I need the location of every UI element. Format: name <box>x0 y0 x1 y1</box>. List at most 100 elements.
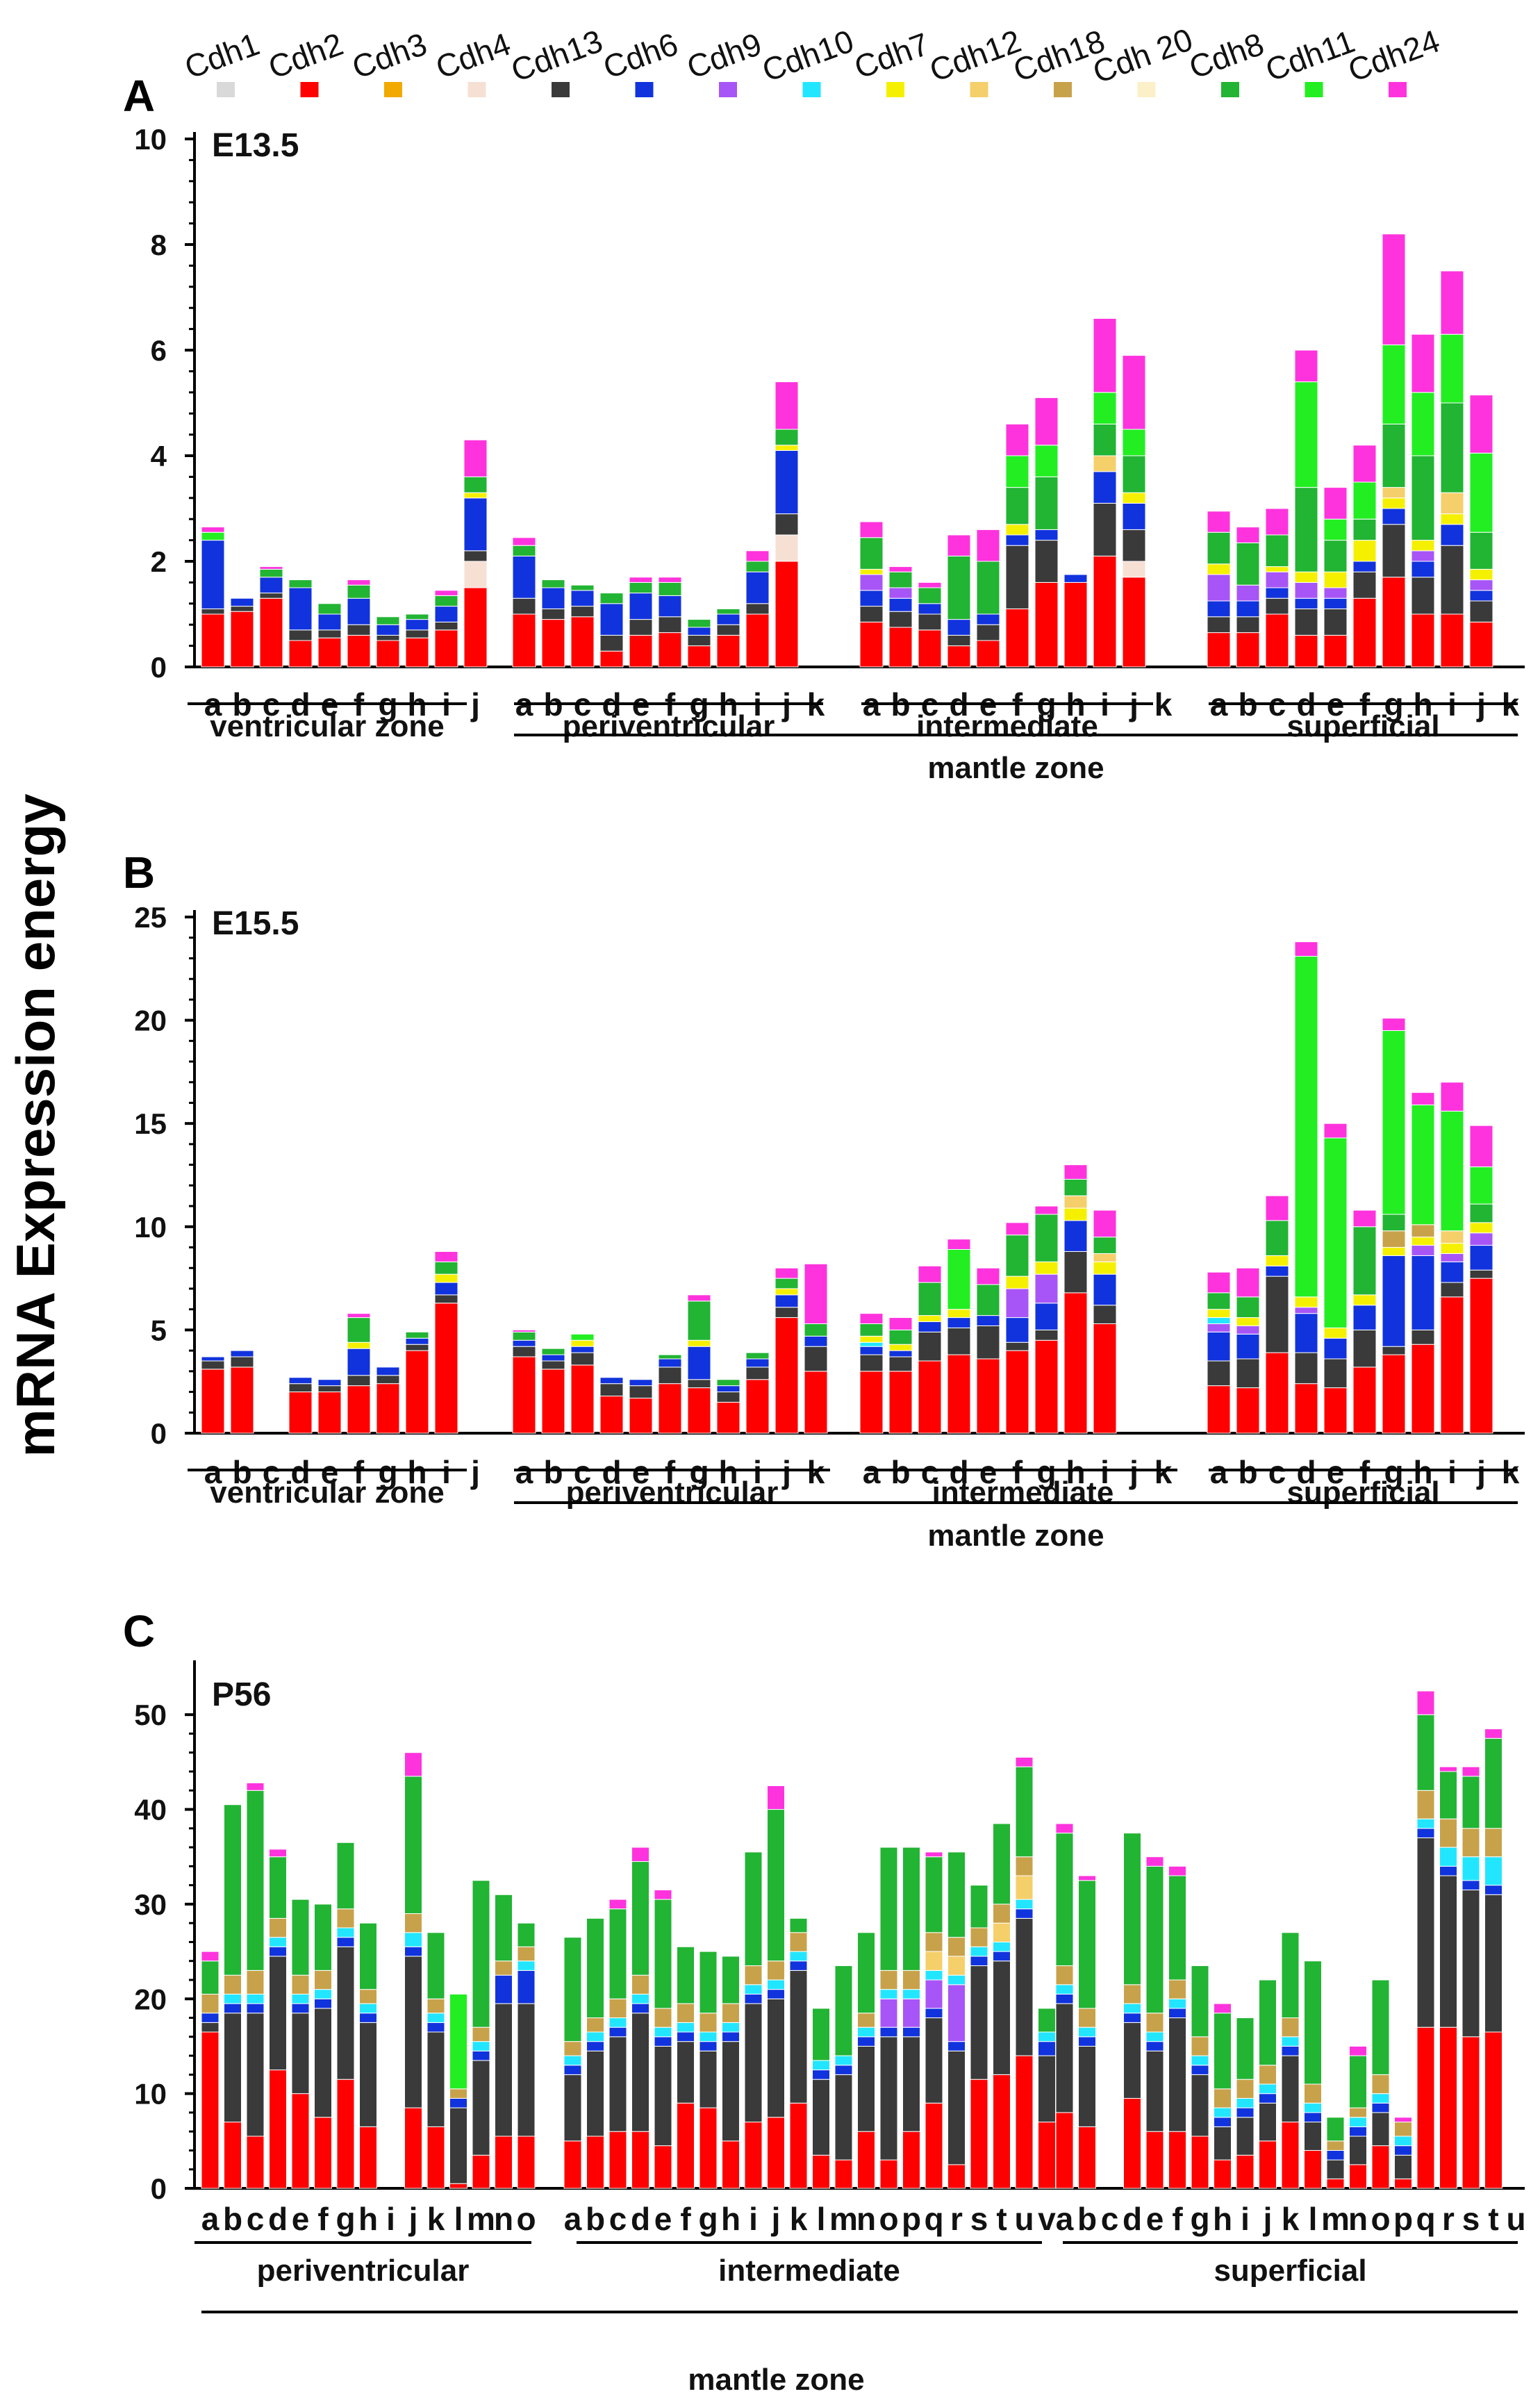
y-axis-label: mRNA Expression energy <box>5 793 66 1457</box>
bar-segment-cdh8 <box>512 1331 536 1341</box>
zone-label: periventricular <box>257 2254 470 2288</box>
bar-segment-cdh13 <box>1214 2126 1232 2161</box>
bar-segment-cdh10 <box>699 2031 718 2042</box>
legend-swatch <box>970 82 988 97</box>
bar-segment-cdh2 <box>317 1392 342 1434</box>
bar-segment-cdh8 <box>1207 531 1231 565</box>
bar-segment-cdh9 <box>1207 1323 1231 1332</box>
bar-segment-cdh2 <box>1265 1352 1289 1434</box>
bar-segment-cdh24 <box>1323 1123 1348 1139</box>
bar-segment-cdh18 <box>1236 2079 1255 2099</box>
bar-segment-cdh2 <box>902 2131 920 2189</box>
bar-segment-cdh13 <box>918 1331 942 1362</box>
bar-segment-cdh8 <box>563 1937 582 2042</box>
bar-segment-cdh8 <box>993 1823 1011 1905</box>
bar-segment-cdh6 <box>288 587 313 631</box>
bar-segment-cdh2 <box>599 650 624 668</box>
bar-segment-cdh6 <box>902 2026 920 2038</box>
bar-segment-cdh2 <box>658 1383 682 1434</box>
bar-segment-cdh11 <box>1411 1104 1435 1225</box>
category-label: a <box>204 1454 222 1490</box>
bar-segment-cdh2 <box>1411 613 1435 668</box>
bar-segment-cdh13 <box>888 611 913 628</box>
category-label: l <box>817 2201 826 2237</box>
bar-segment-cdh8 <box>472 1880 490 2028</box>
bar-segment-cdh8 <box>269 1856 287 1919</box>
bar-segment-cdh9 <box>859 574 884 591</box>
category-label: a <box>564 2201 582 2237</box>
bar-segment-cdh6 <box>1005 1317 1029 1343</box>
bar-segment-cdh8 <box>859 1323 884 1337</box>
category-label: a <box>1056 2201 1074 2237</box>
bar-segment-cdh24 <box>512 537 536 546</box>
bar-segment-cdh6 <box>1440 1261 1464 1283</box>
bar-segment-cdh13 <box>259 593 283 599</box>
category-label: s <box>1462 2201 1480 2237</box>
bar-segment-cdh13 <box>570 1352 595 1366</box>
bar-segment-cdh13 <box>1034 540 1059 583</box>
bar-segment-cdh24 <box>859 1313 884 1324</box>
bar-segment-cdh13 <box>1093 502 1117 556</box>
bar-segment-cdh7 <box>1323 1327 1348 1339</box>
bar-segment-cdh10 <box>1462 1856 1480 1881</box>
bar-segment-cdh12 <box>947 1956 966 1976</box>
bar-segment-cdh18 <box>1191 2036 1209 2056</box>
bar-segment-cdh7 <box>1236 1317 1260 1326</box>
bar-segment-cdh13 <box>699 2050 718 2108</box>
bar-segment-cdh2 <box>563 2140 582 2189</box>
bar-segment-cdh10 <box>1236 2097 1255 2108</box>
bar-segment-cdh6 <box>1326 2149 1345 2161</box>
bar-segment-cdh13 <box>1326 2159 1345 2179</box>
bar-segment-cdh10 <box>902 1989 920 1999</box>
bar-segment-cdh10 <box>608 2017 627 2028</box>
bar-segment-cdh10 <box>1123 2003 1141 2014</box>
bar-segment-cdh13 <box>359 2022 377 2127</box>
category-label: h <box>358 2201 378 2237</box>
bar-segment-cdh13 <box>716 624 740 636</box>
bar-segment-cdh10 <box>744 1984 763 1995</box>
category-label: k <box>1282 2201 1300 2237</box>
bar-segment-cdh13 <box>1382 1346 1406 1355</box>
bar-segment-cdh24 <box>1093 317 1117 393</box>
bar-segment-cdh13 <box>1259 2102 1277 2142</box>
category-label: v <box>1038 2201 1056 2237</box>
bar-segment-cdh6 <box>1349 2126 1367 2137</box>
bar-segment-cdh2 <box>859 1371 884 1434</box>
bar-segment-cdh2 <box>512 1356 536 1434</box>
bar-segment-cdh2 <box>1265 613 1289 668</box>
bar-segment-cdh11 <box>570 1333 595 1341</box>
bar-segment-cdh24 <box>1294 941 1318 957</box>
category-label: d <box>602 1454 621 1490</box>
bar-segment-cdh18 <box>1371 2074 1390 2095</box>
bar-segment-cdh13 <box>201 608 225 615</box>
bar-segment-cdh24 <box>404 1752 422 1777</box>
category-label: c <box>574 1454 592 1490</box>
bar-segment-cdh2 <box>288 1392 313 1434</box>
bar-segment-cdh6 <box>631 2003 649 2014</box>
category-label: t <box>1488 2201 1498 2237</box>
bar-segment-cdh24 <box>1484 1728 1502 1739</box>
bar-segment-cdh18 <box>1214 2088 1232 2108</box>
bar-segment-cdh2 <box>888 1371 913 1434</box>
bar-segment-cdh8 <box>1259 1979 1277 2066</box>
bar-segment-cdh13 <box>1323 608 1348 636</box>
bar-segment-cdh24 <box>269 1849 287 1858</box>
bar-segment-cdh13 <box>1352 571 1377 599</box>
bar-segment-cdh18 <box>925 1932 943 1952</box>
bar-segment-cdh6 <box>512 1339 536 1347</box>
category-label: g <box>1190 2201 1209 2237</box>
category-label: s <box>970 2201 988 2237</box>
bar-segment-cdh13 <box>1122 529 1146 562</box>
bar-segment-cdh2 <box>993 2074 1011 2189</box>
bar-segment-cdh13 <box>1015 1917 1034 2056</box>
bar-segment-cdh2 <box>1462 2036 1480 2189</box>
category-label: c <box>247 2201 265 2237</box>
bar-segment-cdh13 <box>1281 2055 1300 2123</box>
bar-segment-cdh2 <box>1352 597 1377 668</box>
bar-segment-cdh9 <box>1236 1325 1260 1335</box>
bar-segment-cdh6 <box>314 1998 332 2009</box>
category-label: g <box>1036 1454 1056 1490</box>
bar-segment-cdh7 <box>1411 1237 1435 1246</box>
bar-segment-cdh13 <box>230 1356 254 1368</box>
